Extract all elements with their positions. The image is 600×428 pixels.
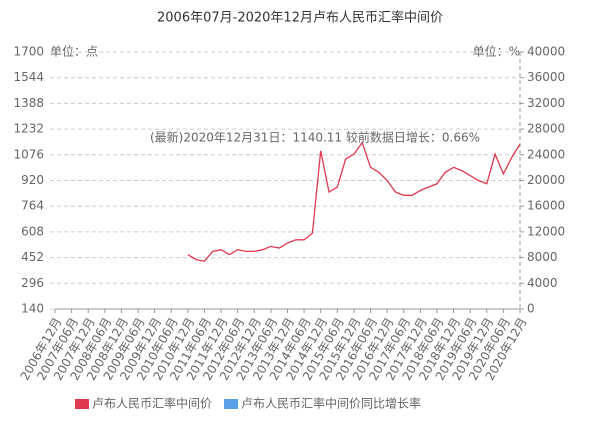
legend-label: 卢布人民币汇率中间价 [92,396,212,411]
y-tick-label: 296 [21,276,44,290]
y-tick-label: 1232 [13,122,44,136]
y2-tick-label: 40000 [527,45,565,59]
y-tick-label: 1388 [13,96,44,110]
y2-tick-label: 0 [527,302,535,316]
y-unit: 单位：点 [50,44,98,59]
y2-tick-label: 12000 [527,224,565,238]
legend-label: 卢布人民币汇率中间价同比增长率 [241,396,421,411]
y-tick-label: 920 [21,173,44,187]
y-tick-label: 1076 [13,147,44,161]
y2-tick-label: 32000 [527,96,565,110]
y2-tick-label: 36000 [527,70,565,84]
y-tick-label: 140 [21,302,44,316]
y2-tick-label: 28000 [527,122,565,136]
y-tick-label: 452 [21,250,44,264]
y-tick-label: 1544 [13,70,44,84]
y2-tick-label: 16000 [527,199,565,213]
y2-tick-label: 8000 [527,250,558,264]
y2-unit: 单位：% [473,44,520,59]
y-tick-label: 1700 [13,45,44,59]
y2-tick-label: 20000 [527,173,565,187]
y2-tick-label: 24000 [527,147,565,161]
legend-swatch [224,399,239,409]
y-tick-label: 764 [21,199,44,213]
legend-swatch [75,399,89,409]
y2-tick-label: 4000 [527,276,558,290]
annotation: (最新)2020年12月31日：1140.11 较前数据日增长：0.66% [150,130,480,145]
y-tick-label: 608 [21,224,44,238]
chart-title: 2006年07月-2020年12月卢布人民币汇率中间价 [157,10,443,26]
series-line [187,141,521,262]
